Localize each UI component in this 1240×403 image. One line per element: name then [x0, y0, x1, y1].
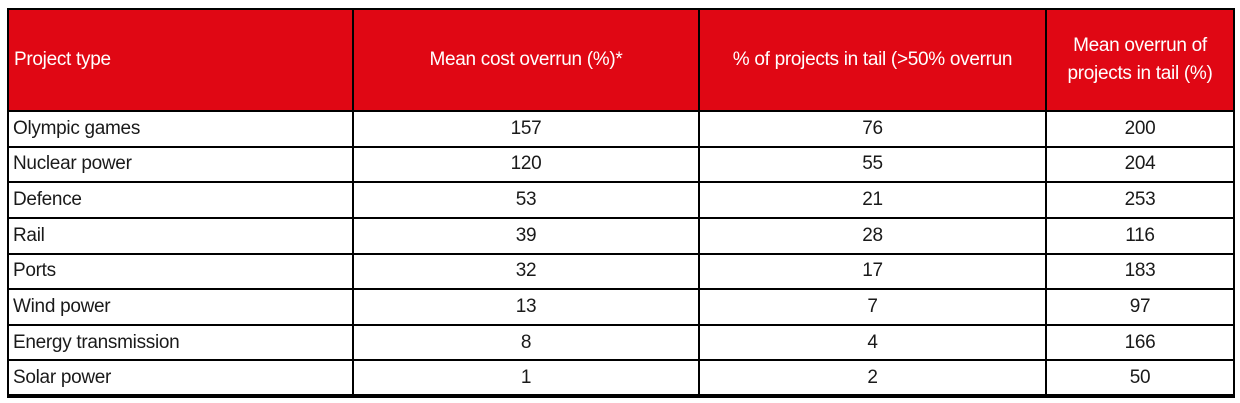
cell-mean-cost-overrun: 120 — [352, 145, 700, 184]
table-row: Rail 39 28 116 — [7, 216, 1235, 255]
header-project-type: Project type — [7, 8, 354, 112]
cell-pct-in-tail: 7 — [698, 288, 1047, 326]
table-row: Energy transmission 8 4 166 — [7, 323, 1235, 362]
cell-pct-in-tail: 28 — [698, 216, 1047, 255]
cell-project: Rail — [7, 216, 354, 255]
cell-mean-overrun-tail: 166 — [1045, 323, 1235, 362]
cell-pct-in-tail: 76 — [698, 110, 1047, 148]
cell-mean-cost-overrun: 1 — [352, 359, 700, 398]
cell-mean-cost-overrun: 53 — [352, 181, 700, 219]
table-row: Defence 53 21 253 — [7, 181, 1235, 219]
cell-project: Solar power — [7, 359, 354, 398]
cell-mean-cost-overrun: 8 — [352, 323, 700, 362]
table-body: Olympic games 157 76 200 Nuclear power 1… — [7, 110, 1235, 398]
cell-mean-cost-overrun: 39 — [352, 216, 700, 255]
header-mean-overrun-in-tail: Mean overrun of projects in tail (%) — [1045, 8, 1235, 112]
cell-pct-in-tail: 17 — [698, 252, 1047, 291]
cell-mean-overrun-tail: 200 — [1045, 110, 1235, 148]
cell-pct-in-tail: 4 — [698, 323, 1047, 362]
cell-project: Nuclear power — [7, 145, 354, 184]
table-row: Solar power 1 2 50 — [7, 359, 1235, 398]
cell-project: Wind power — [7, 288, 354, 326]
cell-project: Energy transmission — [7, 323, 354, 362]
cell-mean-overrun-tail: 116 — [1045, 216, 1235, 255]
header-pct-projects-in-tail: % of projects in tail (>50% overrun — [698, 8, 1047, 112]
cell-pct-in-tail: 21 — [698, 181, 1047, 219]
cell-mean-overrun-tail: 204 — [1045, 145, 1235, 184]
table-header: Project type Mean cost overrun (%)* % of… — [7, 8, 1235, 112]
cell-mean-overrun-tail: 97 — [1045, 288, 1235, 326]
table-row: Olympic games 157 76 200 — [7, 110, 1235, 148]
cell-mean-overrun-tail: 50 — [1045, 359, 1235, 398]
cell-mean-cost-overrun: 13 — [352, 288, 700, 326]
cost-overrun-table: Project type Mean cost overrun (%)* % of… — [7, 8, 1235, 398]
cell-mean-overrun-tail: 253 — [1045, 181, 1235, 219]
cell-project: Ports — [7, 252, 354, 291]
header-mean-cost-overrun: Mean cost overrun (%)* — [352, 8, 700, 112]
cell-mean-overrun-tail: 183 — [1045, 252, 1235, 291]
cell-mean-cost-overrun: 32 — [352, 252, 700, 291]
cell-project: Olympic games — [7, 110, 354, 148]
cell-project: Defence — [7, 181, 354, 219]
header-row: Project type Mean cost overrun (%)* % of… — [7, 8, 1235, 112]
cell-mean-cost-overrun: 157 — [352, 110, 700, 148]
table-row: Nuclear power 120 55 204 — [7, 145, 1235, 184]
cell-pct-in-tail: 55 — [698, 145, 1047, 184]
cell-pct-in-tail: 2 — [698, 359, 1047, 398]
table-row: Wind power 13 7 97 — [7, 288, 1235, 326]
table-row: Ports 32 17 183 — [7, 252, 1235, 291]
